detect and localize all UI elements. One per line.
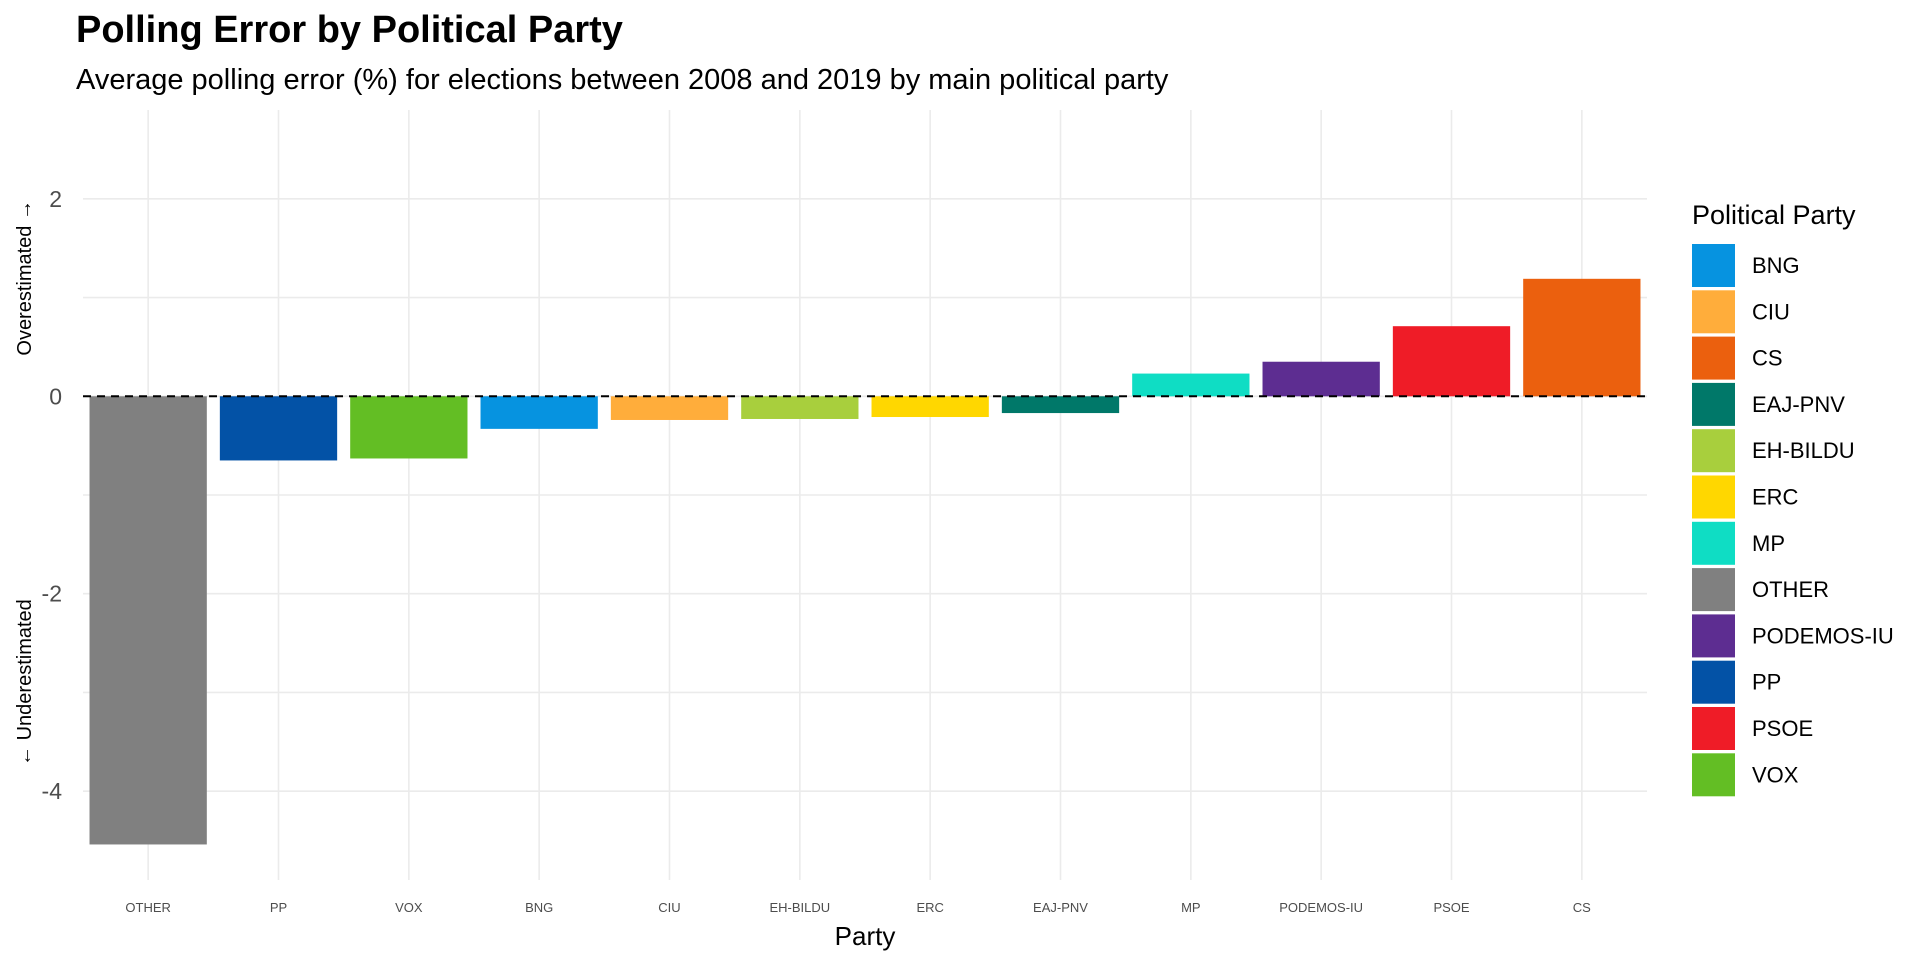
legend-label-vox: VOX [1752, 762, 1799, 787]
legend-swatch-cs [1692, 336, 1735, 380]
bar-eh-bildu [741, 396, 859, 419]
y-tick-label: 2 [49, 186, 62, 212]
legend-label-mp: MP [1752, 531, 1785, 556]
y-tick-label: -4 [42, 778, 63, 804]
bar-cs [1523, 278, 1641, 397]
x-tick-label: BNG [525, 900, 553, 915]
chart-title: Polling Error by Political Party [76, 9, 623, 51]
x-tick-label: EH-BILDU [769, 900, 830, 915]
x-axis-title: Party [835, 921, 896, 951]
x-tick-label: VOX [395, 900, 423, 915]
bar-ciu [610, 396, 729, 420]
bars [89, 278, 1641, 845]
legend-label-bng: BNG [1752, 253, 1800, 278]
legend-swatch-vox [1692, 753, 1735, 797]
x-tick-label: CS [1573, 900, 1591, 915]
bar-vox [350, 396, 468, 459]
legend-swatch-pp [1692, 660, 1735, 704]
x-tick-label: MP [1181, 900, 1201, 915]
x-tick-label: CIU [658, 900, 680, 915]
x-tick-label: OTHER [125, 900, 171, 915]
legend-label-podemos-iu: PODEMOS-IU [1752, 623, 1894, 648]
y-axis-label-underestimated: ← Underestimated [14, 599, 36, 766]
legend-title: Political Party [1692, 200, 1856, 230]
legend-swatch-bng [1692, 244, 1735, 287]
x-axis-ticks: OTHER PP VOX BNG CIU EH-BILDU ERC EAJ-PNV MP PODE… [125, 900, 1591, 915]
legend-swatch-erc [1692, 475, 1735, 519]
x-tick-label: PP [270, 900, 287, 915]
legend-swatch-eh-bildu [1692, 429, 1735, 473]
y-axis-ticks: -4 -2 0 2 [42, 186, 63, 804]
legend-label-pp: PP [1752, 670, 1781, 695]
x-tick-label: PODEMOS-IU [1279, 900, 1363, 915]
chart-subtitle: Average polling error (%) for elections … [76, 64, 1169, 96]
legend-label-psoe: PSOE [1752, 716, 1813, 741]
legend: Political Party BNG CIU CS EAJ-PNV EH-BILDU E… [1692, 200, 1894, 797]
bar-erc [871, 396, 989, 418]
legend-swatch-podemos-iu [1692, 614, 1735, 658]
bar-mp [1132, 373, 1250, 397]
legend-label-ciu: CIU [1752, 299, 1790, 324]
y-axis-label-overestimated: Overestimated → [14, 200, 36, 356]
bar-psoe [1392, 326, 1511, 397]
bar-eaj-pnv [1001, 396, 1120, 414]
y-tick-label: 0 [49, 383, 62, 409]
bar-bng [480, 396, 598, 429]
y-tick-label: -2 [42, 581, 62, 607]
legend-swatch-mp [1692, 521, 1735, 565]
legend-label-eh-bildu: EH-BILDU [1752, 438, 1855, 463]
bar-pp [219, 396, 338, 461]
legend-label-eaj-pnv: EAJ-PNV [1752, 392, 1845, 417]
legend-label-other: OTHER [1752, 577, 1829, 602]
legend-swatch-ciu [1692, 290, 1735, 334]
grid [83, 110, 1647, 880]
legend-label-cs: CS [1752, 346, 1783, 371]
bar-podemos-iu [1262, 361, 1380, 397]
x-tick-label: ERC [916, 900, 943, 915]
legend-swatch-psoe [1692, 707, 1735, 750]
bar-other [89, 396, 207, 845]
x-tick-label: EAJ-PNV [1033, 900, 1088, 915]
legend-swatch-eaj-pnv [1692, 382, 1735, 426]
legend-label-erc: ERC [1752, 485, 1799, 510]
x-tick-label: PSOE [1433, 900, 1469, 915]
legend-swatch-other [1692, 568, 1735, 612]
